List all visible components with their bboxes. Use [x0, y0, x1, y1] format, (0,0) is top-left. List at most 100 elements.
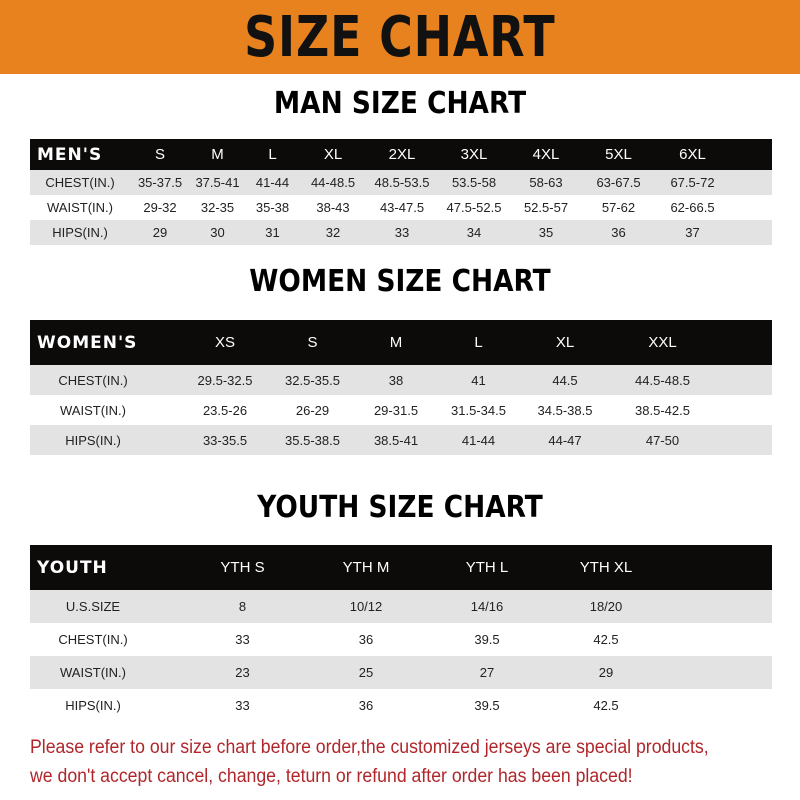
table-cell: 32 — [325, 225, 341, 240]
table-cell: 43-47.5 — [379, 200, 425, 215]
table-cell: 36 — [611, 225, 626, 240]
table-row: U.S.SIZE 8 10/12 14/16 18/20 — [30, 590, 772, 623]
table-cell: 29 — [152, 225, 168, 240]
table-cell: 47.5-52.5 — [446, 200, 502, 215]
table-cell: 33 — [394, 225, 410, 240]
table-cell: 34 — [466, 225, 482, 240]
size-header-cell: S — [307, 334, 318, 351]
table-cell: 36 — [358, 632, 374, 647]
disclaimer-line-2: we don't accept cancel, change, teturn o… — [30, 766, 633, 787]
row-label: CHEST(IN.) — [58, 372, 128, 388]
row-label: HIPS(IN.) — [52, 225, 108, 240]
row-label: WAIST(IN.) — [60, 665, 126, 680]
size-header-cell: 2XL — [388, 146, 416, 163]
table-title-cell: WOMEN'S — [37, 332, 138, 353]
table-cell: 32-35 — [200, 200, 235, 215]
size-header-cell: XXL — [648, 334, 677, 351]
size-header-cell: S — [154, 146, 165, 163]
size-header-cell: YTH L — [465, 559, 509, 576]
table-cell: 39.5 — [474, 698, 500, 713]
table-cell: 44.5 — [552, 372, 578, 388]
size-header-cell: 6XL — [679, 146, 706, 163]
table-row: WAIST(IN.) 23 25 27 29 — [30, 656, 772, 689]
table-cell: 53.5-58 — [451, 175, 497, 190]
size-header-cell: XL — [323, 146, 343, 163]
table-row: CHEST(IN.) 29.5-32.5 32.5-35.5 38 41 44.5 44.5… — [30, 365, 772, 395]
table-cell: 42.5 — [593, 698, 619, 713]
table-cell: 29-32 — [143, 200, 177, 215]
disclaimer-note: Please refer to our size chart before or… — [30, 733, 790, 791]
table-cell: 34.5-38.5 — [537, 402, 593, 418]
row-label: WAIST(IN.) — [47, 200, 113, 215]
table-cell: 39.5 — [474, 632, 500, 647]
table-cell: 48.5-53.5 — [374, 175, 430, 190]
table-cell: 62-66.5 — [670, 200, 715, 215]
women-section-title: WOMEN SIZE CHART — [249, 264, 551, 299]
table-cell: 41-44 — [461, 432, 496, 448]
men-size-table: MEN'S S M L XL 2XL 3XL 4XL 5XL 6XL CHEST(IN.) 35-37… — [30, 139, 772, 245]
size-header-cell: 5XL — [605, 146, 632, 163]
table-row: HIPS(IN.) 33-35.5 35.5-38.5 38.5-41 41-44 44-… — [30, 425, 772, 455]
youth-size-table: YOUTH YTH S YTH M YTH L YTH XL U.S.SIZE 8 10/12… — [30, 545, 772, 722]
table-cell: 18/20 — [589, 599, 623, 614]
table-cell: 44-48.5 — [310, 175, 356, 190]
table-cell: 23.5-26 — [202, 402, 248, 418]
table-cell: 57-62 — [601, 200, 636, 215]
table-cell: 30 — [210, 225, 225, 240]
row-label: U.S.SIZE — [65, 599, 121, 614]
youth-section-title: YOUTH SIZE CHART — [257, 490, 543, 525]
table-cell: 35-38 — [255, 200, 290, 215]
table-cell: 37 — [685, 225, 700, 240]
table-row: WAIST(IN.) 23.5-26 26-29 29-31.5 31.5-34.5 34… — [30, 395, 772, 425]
table-cell: 33-35.5 — [202, 432, 248, 448]
size-header-cell: YTH XL — [579, 559, 633, 576]
table-cell: 29 — [598, 665, 614, 680]
size-header-cell: M — [211, 146, 224, 163]
row-label: WAIST(IN.) — [60, 402, 126, 418]
table-cell: 44.5-48.5 — [635, 372, 690, 388]
men-section-title: MAN SIZE CHART — [273, 86, 527, 121]
table-cell: 37.5-41 — [195, 175, 240, 190]
table-cell: 33 — [235, 698, 250, 713]
banner: SIZE CHART — [0, 0, 800, 74]
table-row: HIPS(IN.) 33 36 39.5 42.5 — [30, 689, 772, 722]
table-cell: 29-31.5 — [373, 402, 419, 418]
size-header-cell: 3XL — [460, 146, 488, 163]
table-row: CHEST(IN.) 33 36 39.5 42.5 — [30, 623, 772, 656]
table-cell: 32.5-35.5 — [285, 372, 340, 388]
table-cell: 14/16 — [470, 599, 504, 614]
table-row: HIPS(IN.) 29 30 31 32 33 34 35 36 37 — [30, 220, 772, 245]
table-cell: 25 — [358, 665, 374, 680]
row-label: HIPS(IN.) — [65, 698, 121, 713]
table-cell: 36 — [358, 698, 374, 713]
table-cell: 31.5-34.5 — [451, 402, 506, 418]
table-cell: 44-47 — [548, 432, 582, 448]
row-label: HIPS(IN.) — [65, 432, 121, 448]
row-label: CHEST(IN.) — [45, 175, 115, 190]
table-cell: 27 — [479, 665, 495, 680]
table-cell: 35 — [538, 225, 554, 240]
table-cell: 38-43 — [316, 200, 350, 215]
main-title: SIZE CHART — [244, 4, 556, 70]
disclaimer-line-1: Please refer to our size chart before or… — [30, 737, 709, 758]
table-header-row: WOMEN'S XS S M L XL XXL — [30, 320, 772, 365]
table-cell: 38 — [388, 372, 404, 388]
table-cell: 52.5-57 — [523, 200, 569, 215]
table-cell: 35-37.5 — [137, 175, 183, 190]
size-header-cell: M — [389, 334, 403, 351]
size-header-cell: 4XL — [532, 146, 560, 163]
size-header-cell: XS — [214, 334, 235, 351]
size-header-cell: YTH M — [342, 559, 390, 576]
size-header-cell: L — [268, 146, 277, 163]
table-cell: 33 — [235, 632, 250, 647]
table-cell: 67.5-72 — [670, 175, 715, 190]
table-cell: 10/12 — [349, 599, 383, 614]
table-cell: 35.5-38.5 — [285, 432, 340, 448]
table-cell: 31 — [265, 225, 280, 240]
table-title-cell: MEN'S — [37, 144, 103, 165]
table-cell: 38.5-42.5 — [635, 402, 690, 418]
table-cell: 58-63 — [529, 175, 563, 190]
table-cell: 8 — [238, 599, 247, 614]
table-cell: 26-29 — [295, 402, 330, 418]
table-row: CHEST(IN.) 35-37.5 37.5-41 41-44 44-48.5 48.5… — [30, 170, 772, 195]
